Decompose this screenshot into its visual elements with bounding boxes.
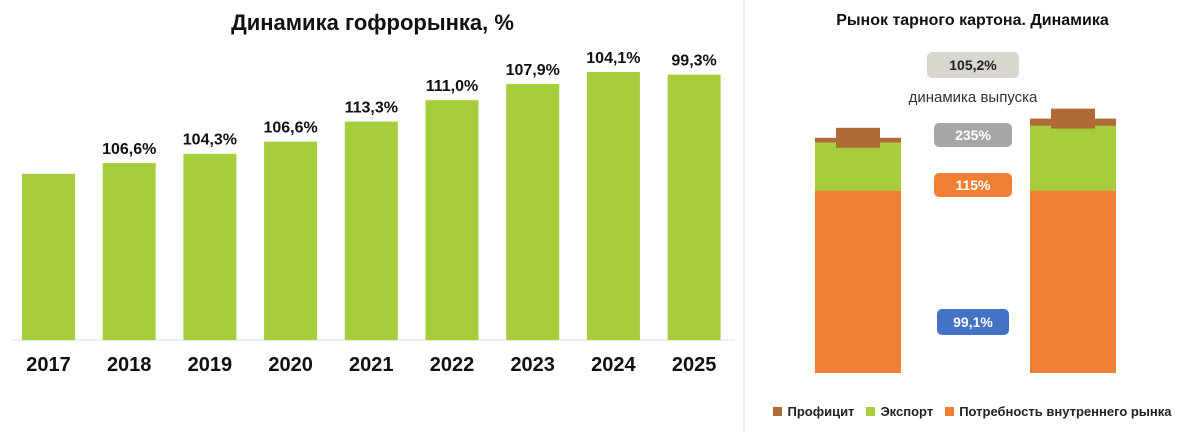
legend-swatch <box>866 407 876 416</box>
corrugated-market-bar-chart: 2017 106,6% 2018 104,3% 2019 106,6% 2020 113,3%… <box>12 50 735 376</box>
panel-divider <box>743 0 745 432</box>
legend-label: Потребность внутреннего рынка <box>959 404 1172 419</box>
x-tick-label: 2024 <box>591 354 636 376</box>
x-tick-label: 2018 <box>107 354 152 376</box>
bar-2022 <box>425 100 479 340</box>
annotation-caption: динамика выпуска <box>909 89 1038 106</box>
bar-2025 <box>667 74 721 341</box>
x-tick-label: 2021 <box>349 354 394 376</box>
annotation-value: 235% <box>955 127 991 143</box>
legend-item-surplus: Профицит <box>773 404 854 419</box>
chart-title: Рынок тарного картона. Динамика <box>836 12 1109 29</box>
surplus-highlight <box>1051 108 1095 129</box>
legend-swatch <box>773 407 783 416</box>
corrugated-market-chart-panel: Динамика гофрорынка, % 2017 106,6% 2018 104… <box>12 10 735 376</box>
annotation-badge-gray-light <box>927 52 1019 78</box>
bar-2017 <box>22 173 75 340</box>
legend-label: Профицит <box>787 404 855 419</box>
annotation-value: 105,2% <box>949 57 997 73</box>
x-tick-label: 2020 <box>268 354 313 376</box>
annotation-value: 115% <box>955 177 991 193</box>
bar-2021 <box>344 121 398 340</box>
data-label: 111,0% <box>426 78 479 95</box>
data-label: 106,6% <box>102 141 156 158</box>
data-label: 99,3% <box>671 53 716 70</box>
stack-segment-export <box>1030 125 1116 191</box>
x-tick-label: 2019 <box>188 354 233 376</box>
annotation-badge-gray-dark <box>934 123 1012 147</box>
annotation-badge-blue <box>937 309 1009 335</box>
annotation-badge-orange <box>934 173 1012 197</box>
bar-2018 <box>102 163 156 340</box>
stack-segment-export <box>815 142 901 191</box>
bar-2020 <box>264 141 318 340</box>
stack-segment-domestic-demand <box>1030 190 1116 373</box>
legend-label: Экспорт <box>880 404 934 419</box>
bar-2023 <box>506 84 560 340</box>
x-tick-label: 2025 <box>672 354 717 376</box>
containerboard-stacked-bar-chart: 105,2% динамика выпуска 235% 115% 99,1% <box>815 52 1116 373</box>
annotation-value: 99,1% <box>953 314 993 330</box>
chart-legend: Профицит Экспорт Потребность внутреннего… <box>745 404 1200 419</box>
data-label: 104,3% <box>183 132 237 149</box>
data-label: 107,9% <box>506 62 560 79</box>
x-tick-label: 2017 <box>26 354 71 376</box>
bar-2019 <box>183 153 237 340</box>
bar-2024 <box>586 72 640 340</box>
legend-swatch <box>945 407 955 416</box>
x-tick-label: 2022 <box>430 354 475 376</box>
legend-item-export: Экспорт <box>866 404 933 419</box>
surplus-highlight <box>836 127 880 148</box>
containerboard-market-chart-panel: Рынок тарного картона. Динамика 105,2% ди… <box>745 0 1200 432</box>
stack-segment-domestic-demand <box>815 190 901 373</box>
data-label: 113,3% <box>345 100 398 117</box>
data-label: 106,6% <box>263 120 317 137</box>
data-label: 104,1% <box>586 50 640 67</box>
x-tick-label: 2023 <box>510 354 555 376</box>
legend-item-domestic-demand: Потребность внутреннего рынка <box>945 404 1172 419</box>
chart-title: Динамика гофрорынка, % <box>231 10 514 35</box>
